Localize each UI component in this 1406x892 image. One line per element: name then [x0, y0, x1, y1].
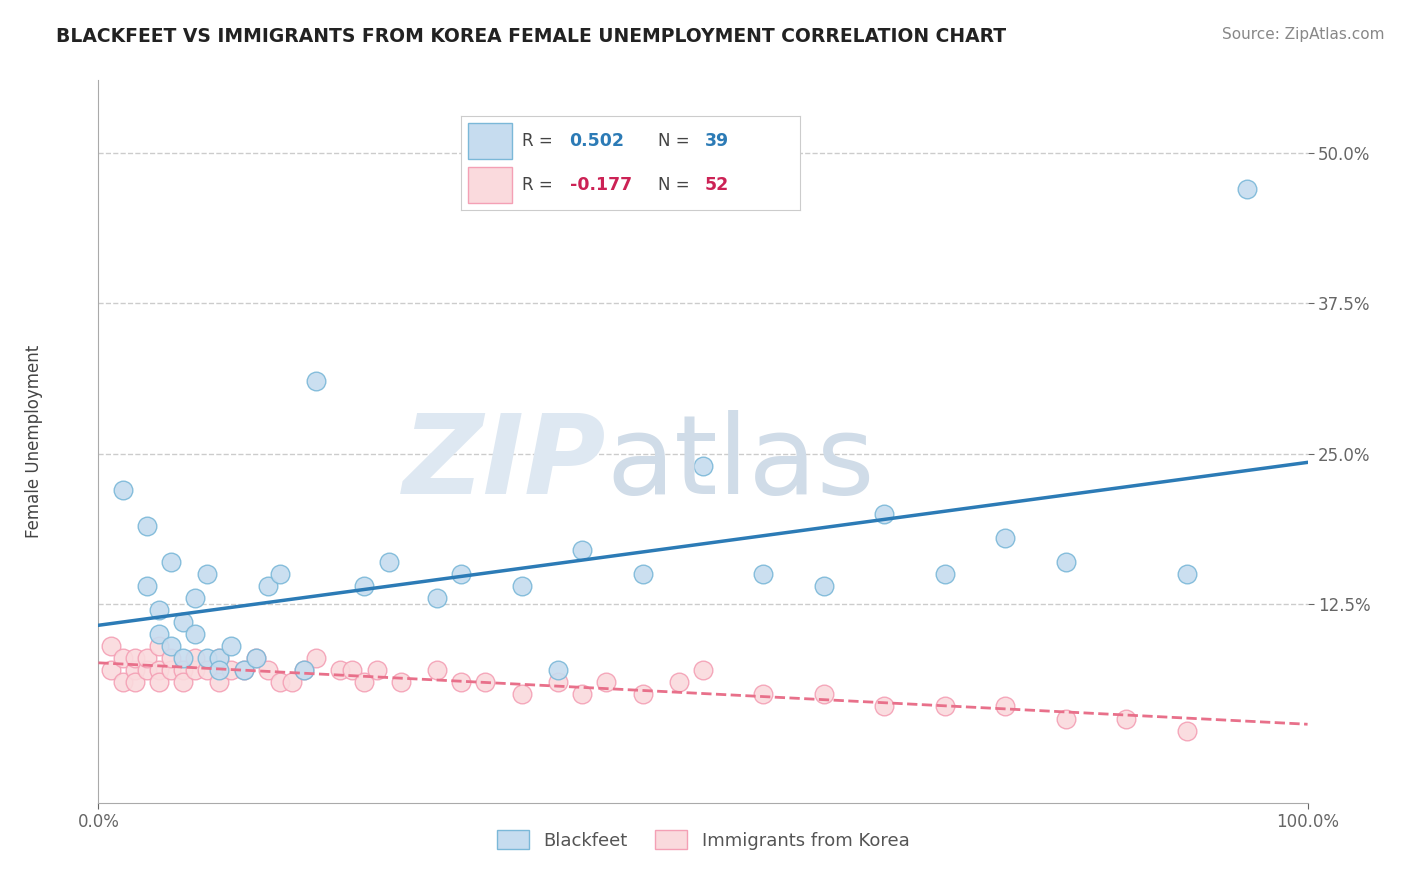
- Point: [281, 675, 304, 690]
- Point: [195, 651, 218, 665]
- Point: [752, 687, 775, 701]
- Point: [934, 699, 956, 714]
- Point: [208, 651, 231, 665]
- Point: [631, 687, 654, 701]
- Point: [232, 664, 254, 678]
- Point: [1175, 567, 1198, 582]
- Point: [232, 664, 254, 678]
- Point: [135, 651, 157, 665]
- Point: [256, 579, 278, 593]
- Point: [172, 675, 194, 690]
- Point: [208, 651, 231, 665]
- Point: [547, 675, 569, 690]
- Point: [571, 687, 593, 701]
- Point: [184, 627, 207, 641]
- Point: [873, 507, 896, 521]
- Point: [160, 555, 183, 569]
- Point: [353, 675, 375, 690]
- Text: Source: ZipAtlas.com: Source: ZipAtlas.com: [1222, 27, 1385, 42]
- Point: [124, 675, 146, 690]
- Point: [752, 567, 775, 582]
- Point: [195, 567, 218, 582]
- Point: [305, 651, 328, 665]
- Point: [148, 627, 170, 641]
- Point: [994, 699, 1017, 714]
- Point: [100, 639, 122, 653]
- Point: [135, 664, 157, 678]
- Point: [148, 639, 170, 653]
- Point: [292, 664, 315, 678]
- Point: [1115, 712, 1137, 726]
- Point: [692, 458, 714, 473]
- Point: [1054, 712, 1077, 726]
- Point: [1236, 182, 1258, 196]
- Point: [366, 664, 388, 678]
- Point: [329, 664, 352, 678]
- Point: [208, 675, 231, 690]
- Point: [208, 664, 231, 678]
- Point: [148, 603, 170, 617]
- Point: [1175, 723, 1198, 738]
- Point: [221, 664, 243, 678]
- Point: [994, 531, 1017, 545]
- Point: [631, 567, 654, 582]
- Text: BLACKFEET VS IMMIGRANTS FROM KOREA FEMALE UNEMPLOYMENT CORRELATION CHART: BLACKFEET VS IMMIGRANTS FROM KOREA FEMAL…: [56, 27, 1007, 45]
- Point: [269, 567, 291, 582]
- Point: [342, 664, 364, 678]
- Point: [934, 567, 956, 582]
- Point: [184, 591, 207, 606]
- Point: [100, 664, 122, 678]
- Point: [595, 675, 617, 690]
- Point: [160, 651, 183, 665]
- Text: ZIP: ZIP: [402, 409, 606, 516]
- Point: [245, 651, 267, 665]
- Text: atlas: atlas: [606, 409, 875, 516]
- Point: [571, 542, 593, 557]
- Point: [172, 651, 194, 665]
- Point: [510, 687, 533, 701]
- Y-axis label: Female Unemployment: Female Unemployment: [25, 345, 42, 538]
- Point: [111, 651, 134, 665]
- Point: [813, 687, 835, 701]
- Point: [160, 664, 183, 678]
- Point: [148, 675, 170, 690]
- Point: [353, 579, 375, 593]
- Point: [184, 651, 207, 665]
- Point: [160, 639, 183, 653]
- Point: [426, 591, 449, 606]
- Point: [510, 579, 533, 593]
- Point: [135, 519, 157, 533]
- Point: [873, 699, 896, 714]
- Point: [195, 664, 218, 678]
- Point: [450, 675, 472, 690]
- Point: [221, 639, 243, 653]
- Point: [389, 675, 412, 690]
- Point: [668, 675, 690, 690]
- Point: [292, 664, 315, 678]
- Point: [135, 579, 157, 593]
- Point: [111, 675, 134, 690]
- Point: [184, 664, 207, 678]
- Point: [269, 675, 291, 690]
- Legend: Blackfeet, Immigrants from Korea: Blackfeet, Immigrants from Korea: [488, 822, 918, 859]
- Point: [450, 567, 472, 582]
- Point: [124, 651, 146, 665]
- Point: [172, 664, 194, 678]
- Point: [124, 664, 146, 678]
- Point: [256, 664, 278, 678]
- Point: [377, 555, 399, 569]
- Point: [148, 664, 170, 678]
- Point: [245, 651, 267, 665]
- Point: [813, 579, 835, 593]
- Point: [172, 615, 194, 630]
- Point: [474, 675, 496, 690]
- Point: [305, 375, 328, 389]
- Point: [547, 664, 569, 678]
- Point: [426, 664, 449, 678]
- Point: [692, 664, 714, 678]
- Point: [1054, 555, 1077, 569]
- Point: [111, 483, 134, 497]
